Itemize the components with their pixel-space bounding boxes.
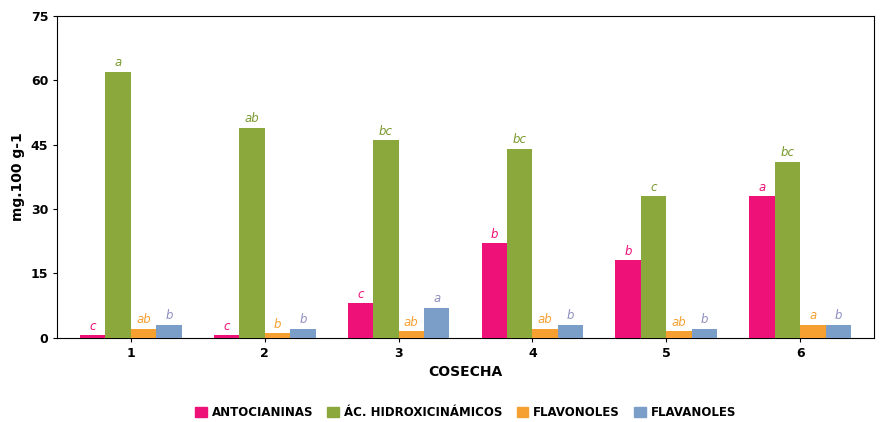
Text: bc: bc: [781, 146, 795, 159]
Text: bc: bc: [379, 125, 393, 138]
Text: ab: ab: [404, 316, 419, 329]
Text: a: a: [758, 181, 766, 194]
Bar: [826, 325, 851, 338]
Text: a: a: [433, 292, 441, 305]
Bar: [239, 127, 265, 338]
Text: ab: ab: [538, 314, 552, 327]
Text: bc: bc: [512, 133, 527, 146]
Text: c: c: [650, 181, 657, 194]
Bar: [80, 335, 105, 338]
Text: b: b: [490, 228, 498, 241]
Bar: [481, 243, 507, 338]
Text: b: b: [701, 314, 708, 327]
Bar: [290, 329, 316, 338]
Text: ab: ab: [136, 314, 151, 327]
Bar: [641, 196, 666, 338]
Bar: [750, 196, 774, 338]
Bar: [105, 72, 131, 338]
Text: c: c: [223, 320, 230, 333]
Bar: [666, 331, 692, 338]
Bar: [348, 303, 373, 338]
Bar: [692, 329, 717, 338]
Bar: [615, 260, 641, 338]
Bar: [214, 335, 239, 338]
Bar: [373, 141, 398, 338]
X-axis label: COSECHA: COSECHA: [428, 365, 503, 379]
Bar: [800, 325, 826, 338]
Bar: [265, 333, 290, 338]
Text: ab: ab: [244, 112, 259, 125]
Text: b: b: [273, 318, 281, 331]
Text: b: b: [625, 245, 632, 258]
Legend: ANTOCIANINAS, ÁC. HIDROXICINÁMICOS, FLAVONOLES, FLAVANOLES: ANTOCIANINAS, ÁC. HIDROXICINÁMICOS, FLAV…: [190, 401, 741, 422]
Y-axis label: mg.100 g-1: mg.100 g-1: [12, 133, 25, 221]
Text: b: b: [299, 314, 306, 327]
Bar: [558, 325, 583, 338]
Text: c: c: [89, 320, 96, 333]
Bar: [398, 331, 424, 338]
Bar: [157, 325, 181, 338]
Text: a: a: [810, 309, 817, 322]
Bar: [131, 329, 157, 338]
Text: a: a: [114, 56, 122, 69]
Text: b: b: [835, 309, 843, 322]
Text: ab: ab: [672, 316, 687, 329]
Bar: [533, 329, 558, 338]
Bar: [507, 149, 533, 338]
Text: c: c: [358, 288, 364, 301]
Bar: [424, 308, 450, 338]
Text: b: b: [567, 309, 574, 322]
Text: b: b: [165, 309, 173, 322]
Bar: [774, 162, 800, 338]
